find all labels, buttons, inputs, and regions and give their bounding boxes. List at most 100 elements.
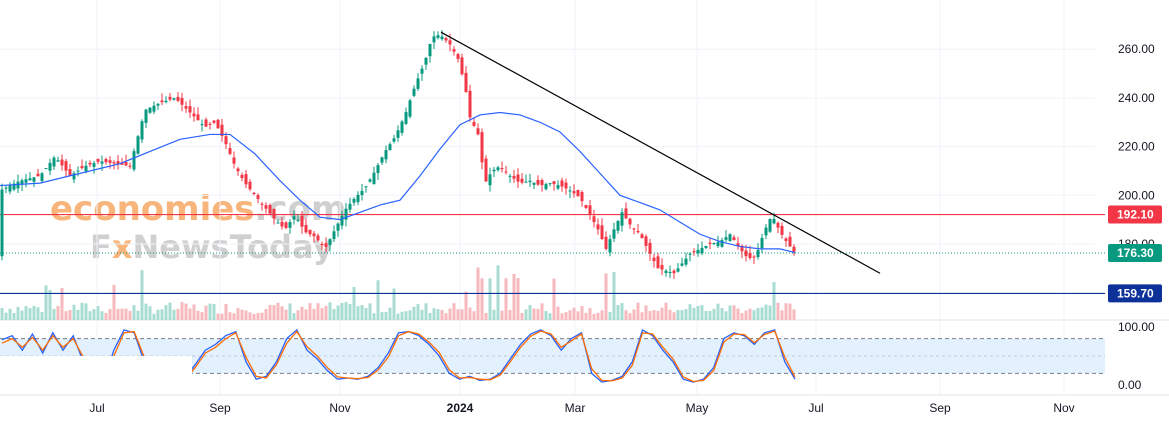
volume-bar <box>520 312 524 320</box>
candle-body <box>332 231 336 240</box>
volume-bar <box>620 303 624 320</box>
volume-bar <box>96 306 100 320</box>
volume-bar <box>468 307 472 320</box>
volume-bar <box>328 302 332 320</box>
volume-bar <box>780 310 784 320</box>
volume-bar <box>148 306 152 320</box>
candle-body <box>208 123 212 125</box>
volume-bar <box>788 303 792 320</box>
x-tick-label: Jul <box>808 401 823 415</box>
price-tag-label-support: 159.70 <box>1117 286 1154 300</box>
candle-body <box>540 180 544 186</box>
volume-bar <box>652 310 656 320</box>
candle-body <box>484 158 488 182</box>
volume-bar <box>384 311 388 320</box>
candle-body <box>228 148 232 154</box>
volume-bar <box>224 304 228 320</box>
volume-bar <box>404 311 408 320</box>
x-tick-label: Jul <box>89 401 104 415</box>
candle-body <box>788 236 792 247</box>
volume-bar <box>704 310 708 320</box>
volume-bar <box>76 309 80 320</box>
candle-body <box>356 194 360 203</box>
candle-body <box>624 208 628 219</box>
candle-body <box>452 49 456 52</box>
volume-bar <box>500 310 504 320</box>
volume-bar <box>748 308 752 320</box>
candle-body <box>40 173 44 182</box>
volume-bar <box>496 265 500 320</box>
price-tag-support <box>1108 284 1162 303</box>
candle-body <box>368 179 372 182</box>
candle-body <box>536 180 540 185</box>
volume-bar <box>456 309 460 320</box>
volume-bar <box>388 307 392 320</box>
candle-body <box>420 68 424 74</box>
volume-bar <box>316 303 320 320</box>
volume-bar <box>144 303 148 320</box>
candle-body <box>500 168 504 170</box>
candle-body <box>104 159 108 163</box>
price-tag-label-resistance: 192.10 <box>1117 208 1154 222</box>
volume-bar <box>416 304 420 320</box>
volume-bar <box>432 308 436 320</box>
candle-body <box>468 90 472 118</box>
volume-bar <box>760 307 764 320</box>
candle-body <box>336 223 340 231</box>
candle-body <box>792 246 796 252</box>
candle-body <box>660 264 664 270</box>
volume-bar <box>136 310 140 320</box>
candle-body <box>56 160 60 162</box>
volume-bar <box>140 270 144 320</box>
candle-body <box>316 235 320 241</box>
volume-bar <box>180 302 184 320</box>
volume-bar <box>692 307 696 320</box>
volume-bar <box>596 312 600 320</box>
volume-bar <box>576 311 580 320</box>
volume-bar <box>436 309 440 320</box>
candle-body <box>8 185 12 192</box>
volume-bar <box>284 309 288 320</box>
volume-bar <box>232 313 236 320</box>
volume-bar <box>544 311 548 320</box>
volume-bar <box>624 310 628 320</box>
candle-body <box>512 176 516 179</box>
volume-bar <box>340 303 344 320</box>
candle-body <box>428 44 432 57</box>
volume-bar <box>420 309 424 320</box>
volume-bar <box>84 303 88 320</box>
volume-bar <box>344 302 348 320</box>
candle-body <box>404 112 408 124</box>
candle-body <box>376 165 380 173</box>
volume-bar <box>252 313 256 320</box>
candle-body <box>320 243 324 246</box>
watermark-line2: FxNewsToday <box>90 228 334 266</box>
candle-body <box>380 157 384 163</box>
candle-body <box>456 54 460 59</box>
volume-bar <box>312 308 316 320</box>
candle-body <box>172 98 176 100</box>
candle-body <box>780 225 784 235</box>
volume-bar <box>600 310 604 320</box>
candle-body <box>668 272 672 274</box>
volume-bar <box>740 313 744 320</box>
volume-bar <box>492 309 496 320</box>
candle-body <box>708 242 712 244</box>
candle-body <box>260 203 264 205</box>
volume-bar <box>112 284 116 320</box>
volume-bar <box>256 312 260 320</box>
candle-body <box>360 190 364 196</box>
price-tag-label-current: 176.30 <box>1117 246 1154 260</box>
candle-body <box>676 268 680 272</box>
candle-body <box>312 233 316 237</box>
stochastic-layer <box>0 328 1105 394</box>
volume-bar <box>68 310 72 320</box>
candle-body <box>272 208 276 219</box>
candle-body <box>328 239 332 246</box>
candle-body <box>776 222 780 228</box>
volume-bar <box>296 310 300 320</box>
volume-bar <box>480 278 484 320</box>
volume-bar <box>516 278 520 320</box>
volume-bar <box>236 308 240 320</box>
